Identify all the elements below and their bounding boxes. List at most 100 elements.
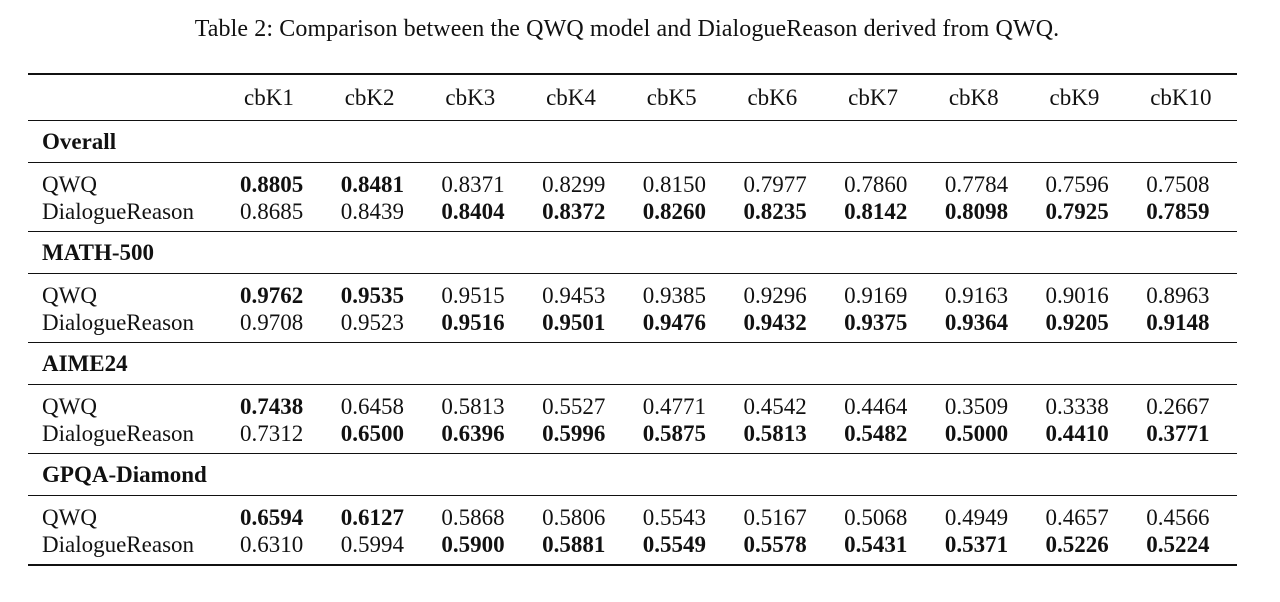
score-cell: 0.4464: [844, 394, 908, 419]
score-cell: 0.5482: [844, 421, 908, 446]
section-header-row: GPQA-Diamond: [28, 454, 1237, 496]
score-cell: 0.8404: [441, 199, 505, 224]
section-header-row: MATH-500: [28, 232, 1237, 274]
score-cell: 0.7784: [944, 172, 1009, 197]
score-cell: 0.5578: [743, 532, 807, 557]
model-name: QWQ: [42, 283, 97, 308]
score-cell: 0.5527: [542, 394, 606, 419]
section-title: MATH-500: [42, 239, 155, 265]
score-cell: 0.8260: [642, 199, 706, 224]
score-cell: 0.8963: [1146, 283, 1210, 308]
score-cell: 0.7438: [240, 394, 304, 419]
score-cell: 0.4949: [944, 505, 1009, 530]
column-header: cbK1: [244, 84, 294, 110]
table-row: QWQ 0.9762 0.9535 0.9515 0.9453 0.9385 0.9296 0…: [28, 274, 1237, 310]
column-header: cbK9: [1049, 84, 1100, 110]
column-header: cbK4: [546, 84, 596, 110]
comparison-table: cbK1 cbK2 cbK3 cbK4 cbK5 cbK6 cbK7 cbK8 …: [28, 73, 1237, 566]
section-header-row: Overall: [28, 121, 1237, 163]
score-cell: 0.9375: [844, 310, 908, 335]
model-name: DialogueReason: [42, 199, 195, 224]
model-name: QWQ: [42, 394, 97, 419]
model-name: QWQ: [42, 172, 97, 197]
score-cell: 0.7859: [1146, 199, 1210, 224]
score-cell: 0.9535: [340, 283, 404, 308]
score-cell: 0.5431: [844, 532, 908, 557]
score-cell: 0.5068: [844, 505, 908, 530]
score-cell: 0.8150: [642, 172, 706, 197]
score-cell: 0.9762: [240, 283, 304, 308]
score-cell: 0.3338: [1045, 394, 1109, 419]
score-cell: 0.9148: [1146, 310, 1210, 335]
score-cell: 0.5000: [944, 421, 1009, 446]
score-cell: 0.8235: [743, 199, 807, 224]
model-name: DialogueReason: [42, 421, 195, 446]
score-cell: 0.5549: [642, 532, 706, 557]
score-cell: 0.4410: [1045, 421, 1109, 446]
score-cell: 0.5881: [542, 532, 606, 557]
score-cell: 0.9708: [240, 310, 304, 335]
score-cell: 0.3509: [944, 394, 1009, 419]
score-cell: 0.5813: [743, 421, 807, 446]
score-cell: 0.8685: [240, 199, 304, 224]
score-cell: 0.5806: [542, 505, 606, 530]
score-cell: 0.9169: [844, 283, 908, 308]
score-cell: 0.8098: [944, 199, 1009, 224]
score-cell: 0.5875: [642, 421, 706, 446]
section-header-row: AIME24: [28, 343, 1237, 385]
model-name: QWQ: [42, 505, 97, 530]
score-cell: 0.7508: [1146, 172, 1210, 197]
score-cell: 0.8481: [340, 172, 404, 197]
score-cell: 0.2667: [1146, 394, 1210, 419]
section-title: Overall: [42, 128, 117, 154]
score-cell: 0.9364: [944, 310, 1009, 335]
score-cell: 0.8142: [844, 199, 908, 224]
score-cell: 0.8439: [340, 199, 404, 224]
score-cell: 0.5226: [1045, 532, 1109, 557]
score-cell: 0.9516: [441, 310, 505, 335]
score-cell: 0.5371: [944, 532, 1009, 557]
score-cell: 0.7977: [743, 172, 807, 197]
score-cell: 0.8805: [240, 172, 304, 197]
table-row: DialogueReason 0.9708 0.9523 0.9516 0.9501 0.…: [28, 309, 1237, 343]
score-cell: 0.6500: [340, 421, 404, 446]
score-cell: 0.9501: [542, 310, 606, 335]
score-cell: 0.7925: [1045, 199, 1109, 224]
column-header: cbK3: [445, 84, 496, 110]
score-cell: 0.5543: [642, 505, 706, 530]
score-cell: 0.5224: [1146, 532, 1210, 557]
score-cell: 0.4657: [1045, 505, 1109, 530]
score-cell: 0.9476: [642, 310, 706, 335]
score-cell: 0.9205: [1045, 310, 1109, 335]
table-row: DialogueReason 0.7312 0.6500 0.6396 0.5996 0.…: [28, 420, 1237, 454]
score-cell: 0.9385: [642, 283, 706, 308]
score-cell: 0.5900: [441, 532, 505, 557]
score-cell: 0.7860: [844, 172, 908, 197]
section-title: GPQA-Diamond: [42, 461, 207, 487]
table-row: DialogueReason 0.8685 0.8439 0.8404 0.8372 0.…: [28, 198, 1237, 232]
score-cell: 0.3771: [1146, 421, 1210, 446]
score-cell: 0.8299: [542, 172, 606, 197]
section-title: AIME24: [42, 350, 128, 376]
score-cell: 0.7596: [1045, 172, 1109, 197]
model-name: DialogueReason: [42, 532, 195, 557]
table-row: QWQ 0.8805 0.8481 0.8371 0.8299 0.8150 0.7977 0…: [28, 163, 1237, 199]
column-header: cbK8: [948, 84, 999, 110]
table-row: DialogueReason 0.6310 0.5994 0.5900 0.5881 0.…: [28, 531, 1237, 565]
score-cell: 0.5994: [340, 532, 404, 557]
header-corner: [28, 74, 230, 121]
score-cell: 0.6310: [240, 532, 304, 557]
table-caption: Table 2: Comparison between the QWQ mode…: [194, 16, 1060, 42]
score-cell: 0.6594: [240, 505, 304, 530]
column-header: cbK7: [848, 84, 898, 110]
score-cell: 0.6458: [340, 394, 404, 419]
header-row: cbK1 cbK2 cbK3 cbK4 cbK5 cbK6 cbK7 cbK8 …: [28, 74, 1237, 121]
score-cell: 0.4542: [743, 394, 807, 419]
score-cell: 0.9523: [340, 310, 404, 335]
table-body: cbK1 cbK2 cbK3 cbK4 cbK5 cbK6 cbK7 cbK8 …: [28, 74, 1237, 565]
score-cell: 0.9453: [542, 283, 606, 308]
score-cell: 0.6396: [441, 421, 505, 446]
column-header: cbK10: [1150, 84, 1212, 110]
score-cell: 0.9163: [944, 283, 1009, 308]
column-header: cbK2: [344, 84, 395, 110]
